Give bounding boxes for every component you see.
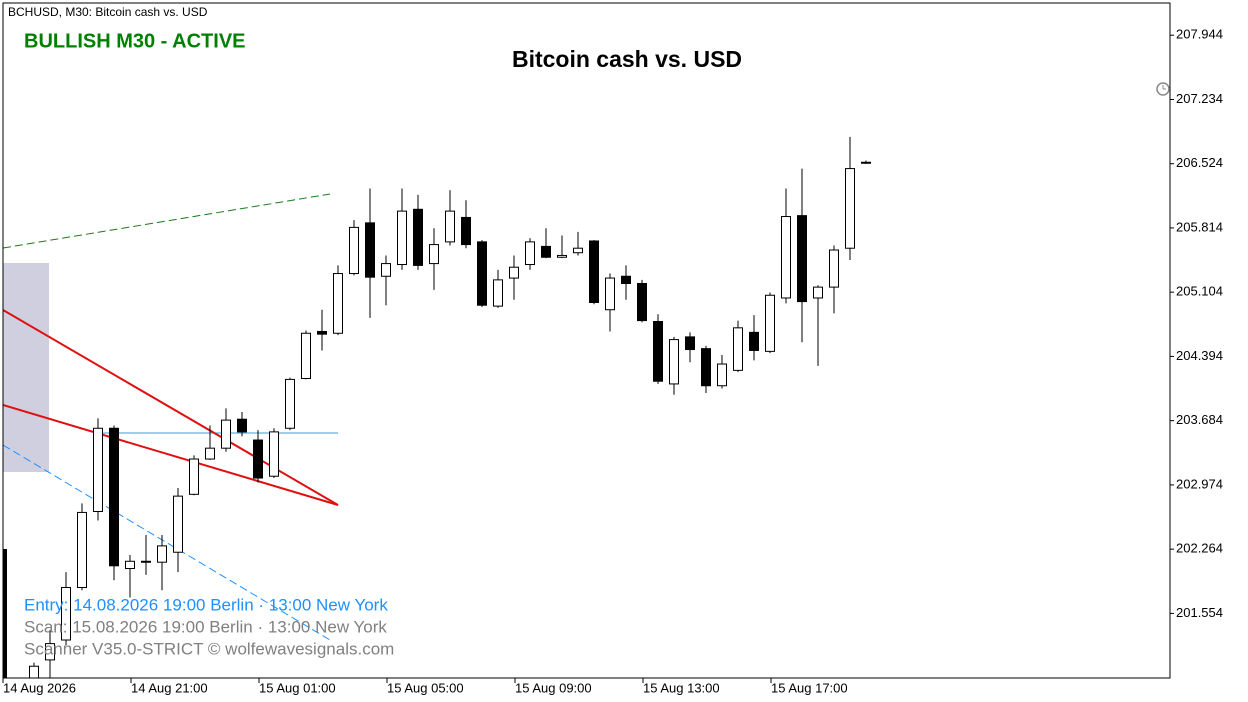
candle-body: [445, 210, 455, 243]
candle-body: [685, 336, 695, 351]
candle-body: [637, 282, 647, 322]
candle-body: [845, 168, 855, 249]
wedge-line: [3, 309, 339, 506]
status: BULLISH M30 - ACTIVE: [24, 30, 246, 52]
candle-body: [541, 245, 551, 258]
y-tick-label: 207.944: [1176, 27, 1223, 42]
candle-body: [397, 210, 407, 265]
y-tick-label: 202.264: [1176, 541, 1223, 556]
x-tick-label: 15 Aug 05:00: [387, 680, 464, 695]
candle-body: [829, 249, 839, 288]
candle-body: [861, 161, 871, 164]
candle-body: [333, 273, 343, 334]
candle-body: [365, 222, 375, 278]
candle-body: [189, 458, 199, 495]
y-tick-label: 203.684: [1176, 412, 1223, 427]
candle-body: [109, 427, 119, 567]
chart-title: Bitcoin cash vs. USD: [512, 46, 742, 72]
candle-body: [77, 511, 87, 589]
candle-body: [749, 331, 759, 351]
x-tick-label: 15 Aug 17:00: [771, 680, 848, 695]
candle-body: [605, 277, 615, 311]
candle-body: [493, 279, 503, 307]
candle-body: [733, 327, 743, 371]
candle-body: [269, 431, 279, 477]
candle-body: [557, 254, 567, 258]
x-tick-label: 15 Aug 13:00: [643, 680, 720, 695]
candle-body: [621, 275, 631, 284]
candle-body: [237, 418, 247, 433]
candle-body: [61, 587, 71, 641]
plot-frame: [2, 2, 1171, 679]
candle-body: [413, 208, 423, 266]
candle-body: [701, 348, 711, 387]
zone: [3, 263, 49, 472]
candle-body: [317, 330, 327, 335]
candle-body: [221, 419, 231, 449]
annotation: Scanner V35.0-STRICT © wolfewavesignals.…: [24, 639, 394, 658]
y-tick-label: 201.554: [1176, 605, 1223, 620]
trendline: [3, 193, 331, 249]
candle-body: [173, 495, 183, 553]
y-tick-label: 207.234: [1176, 91, 1223, 106]
y-tick-label: 202.974: [1176, 476, 1223, 491]
candle-body: [157, 545, 167, 563]
candle-body: [29, 665, 39, 678]
candle-body: [589, 240, 599, 303]
candle-body: [429, 244, 439, 265]
candle-body: [797, 215, 807, 303]
y-tick-label: 206.524: [1176, 155, 1223, 170]
candle-body: [509, 266, 519, 279]
candle-body: [813, 286, 823, 299]
candle-body: [781, 216, 791, 299]
candle-body: [349, 226, 359, 275]
candle-body: [381, 263, 391, 277]
annotation: Entry: 14.08.2026 19:00 Berlin · 13:00 N…: [24, 595, 388, 614]
clock-icon: [1156, 82, 1170, 96]
x-tick-label: 14 Aug 21:00: [131, 680, 208, 695]
trendline: [3, 444, 331, 641]
candle-body: [45, 643, 55, 661]
y-tick-label: 204.394: [1176, 348, 1223, 363]
candle-body: [477, 241, 487, 306]
candle-body: [573, 247, 583, 254]
candle-body: [3, 549, 7, 678]
symbol-label: BCHUSD, M30: Bitcoin cash vs. USD: [8, 5, 208, 19]
candle-body: [669, 339, 679, 385]
candles: [3, 136, 871, 678]
candle-body: [765, 294, 775, 352]
candle-body: [461, 216, 471, 246]
candle-body: [717, 363, 727, 387]
candle-body: [285, 378, 295, 429]
candle-body: [93, 427, 103, 513]
candle-body: [141, 560, 151, 563]
x-tick-label: 14 Aug 2026: [3, 680, 76, 695]
candle-body: [205, 447, 215, 460]
candle-body: [653, 320, 663, 382]
x-tick-label: 15 Aug 01:00: [259, 680, 336, 695]
wedge-line: [3, 404, 339, 506]
y-tick-label: 205.814: [1176, 219, 1223, 234]
x-tick-label: 15 Aug 09:00: [515, 680, 592, 695]
candle-body: [125, 560, 135, 570]
candle-body: [253, 439, 263, 479]
y-tick-label: 205.104: [1176, 284, 1223, 299]
candle-body: [525, 241, 535, 265]
candle-body: [301, 332, 311, 380]
annotation: Scan: 15.08.2026 19:00 Berlin · 13:00 Ne…: [24, 617, 387, 636]
overlays: [3, 193, 339, 641]
